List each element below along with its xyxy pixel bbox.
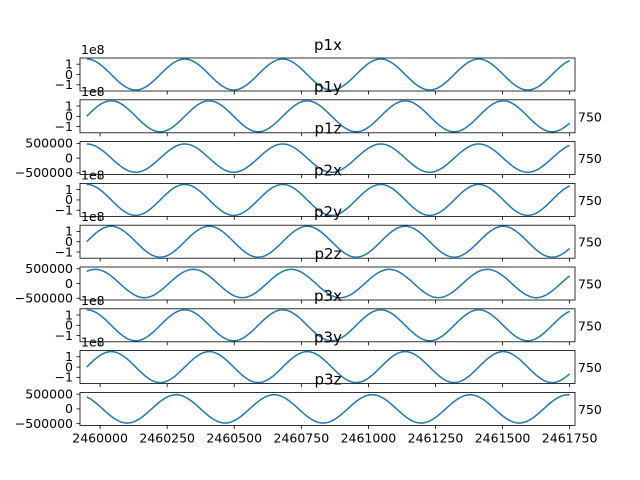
axes-frame xyxy=(79,182,576,217)
subplot-title: p3z xyxy=(315,370,342,388)
y-tick-label: 500000 xyxy=(25,261,73,276)
y-offset-text: 1e8 xyxy=(81,335,105,350)
x-tick-label: 2460000 xyxy=(72,430,128,445)
x-tick-label-fragment: 750 xyxy=(578,318,602,333)
y-offset-text: 1e8 xyxy=(81,209,105,224)
x-tick-label: 2461250 xyxy=(408,430,464,445)
y-tick-label: −1 xyxy=(55,328,73,343)
y-tick-label: 1 xyxy=(65,224,73,239)
subplot-title: p1x xyxy=(314,36,342,54)
x-tick-label-fragment: 750 xyxy=(578,360,602,375)
subplot-title: p1z xyxy=(315,120,342,138)
series-line-p2x xyxy=(86,183,570,217)
x-tick-label: 2461750 xyxy=(542,430,598,445)
series-line-p1x xyxy=(86,58,570,91)
y-tick-label: −500000 xyxy=(15,416,73,431)
y-tick-label: −500000 xyxy=(15,291,73,306)
y-tick-label: 0 xyxy=(65,234,73,249)
subplot-title: p3x xyxy=(314,287,342,305)
axes-frame xyxy=(79,141,576,176)
series-line-p2z xyxy=(86,268,571,299)
y-tick-label: 1 xyxy=(65,307,73,322)
series-line-p3z xyxy=(86,394,570,424)
y-tick-label: 0 xyxy=(65,401,73,416)
x-tick-label-fragment: 750 xyxy=(578,151,602,166)
y-tick-label: 0 xyxy=(65,192,73,207)
y-tick-label: 0 xyxy=(65,67,73,82)
y-tick-label: −500000 xyxy=(15,165,73,180)
subplot-title: p3y xyxy=(314,329,342,347)
x-tick-label: 2460750 xyxy=(274,430,330,445)
y-tick-label: −1 xyxy=(55,119,73,134)
x-tick-label-fragment: 750 xyxy=(578,235,602,250)
y-tick-label: −1 xyxy=(55,203,73,218)
axes-frame xyxy=(79,57,576,92)
x-tick-label: 2461000 xyxy=(341,430,397,445)
series-line-p3x xyxy=(86,309,570,342)
y-tick-label: 0 xyxy=(65,318,73,333)
subplot-title: p1y xyxy=(314,78,342,96)
y-tick-label: 1 xyxy=(65,98,73,113)
y-tick-label: 0 xyxy=(65,276,73,291)
subplot-p1x: 10−1 1e8 p1x xyxy=(55,36,576,95)
x-tick-label: 2460500 xyxy=(206,430,262,445)
y-tick-label: −1 xyxy=(55,370,73,385)
y-tick-label: 0 xyxy=(65,359,73,374)
y-offset-text: 1e8 xyxy=(81,293,105,308)
y-tick-label: 0 xyxy=(65,150,73,165)
y-tick-label: −1 xyxy=(55,77,73,92)
axes-frame xyxy=(79,391,576,426)
subplot-title: p2z xyxy=(315,245,342,263)
series-line-p3y xyxy=(86,350,571,384)
axes-frame xyxy=(79,350,576,385)
subplot-title: p2x xyxy=(314,161,342,179)
y-tick-label: 1 xyxy=(65,182,73,197)
subplot-p3x: 10−1 1e8 p3x 750 xyxy=(55,287,602,346)
x-tick-label-fragment: 750 xyxy=(578,402,602,417)
x-tick-label: 2461500 xyxy=(475,430,531,445)
axes-frame xyxy=(79,99,576,134)
x-tick-label-fragment: 750 xyxy=(578,277,602,292)
axes-frame xyxy=(79,308,576,343)
axes-frame xyxy=(79,224,576,259)
y-tick-label: −1 xyxy=(55,244,73,259)
y-offset-text: 1e8 xyxy=(81,167,105,182)
subplot-title: p2y xyxy=(314,203,342,221)
series-line-p1z xyxy=(86,143,570,173)
subplot-p2x: 10−1 1e8 p2x 750 xyxy=(55,161,602,220)
y-tick-label: 1 xyxy=(65,56,73,71)
series-line-p2y xyxy=(86,225,571,258)
x-tick-label: 2460250 xyxy=(139,430,195,445)
y-tick-label: 1 xyxy=(65,349,73,364)
x-tick-label-fragment: 750 xyxy=(578,193,602,208)
y-offset-text: 1e8 xyxy=(81,42,105,57)
y-offset-text: 1e8 xyxy=(81,84,105,99)
series-line-p1y xyxy=(86,100,571,133)
y-tick-label: 500000 xyxy=(25,136,73,151)
y-tick-label: 500000 xyxy=(25,386,73,401)
y-tick-label: 0 xyxy=(65,109,73,124)
x-tick-label-fragment: 750 xyxy=(578,109,602,124)
